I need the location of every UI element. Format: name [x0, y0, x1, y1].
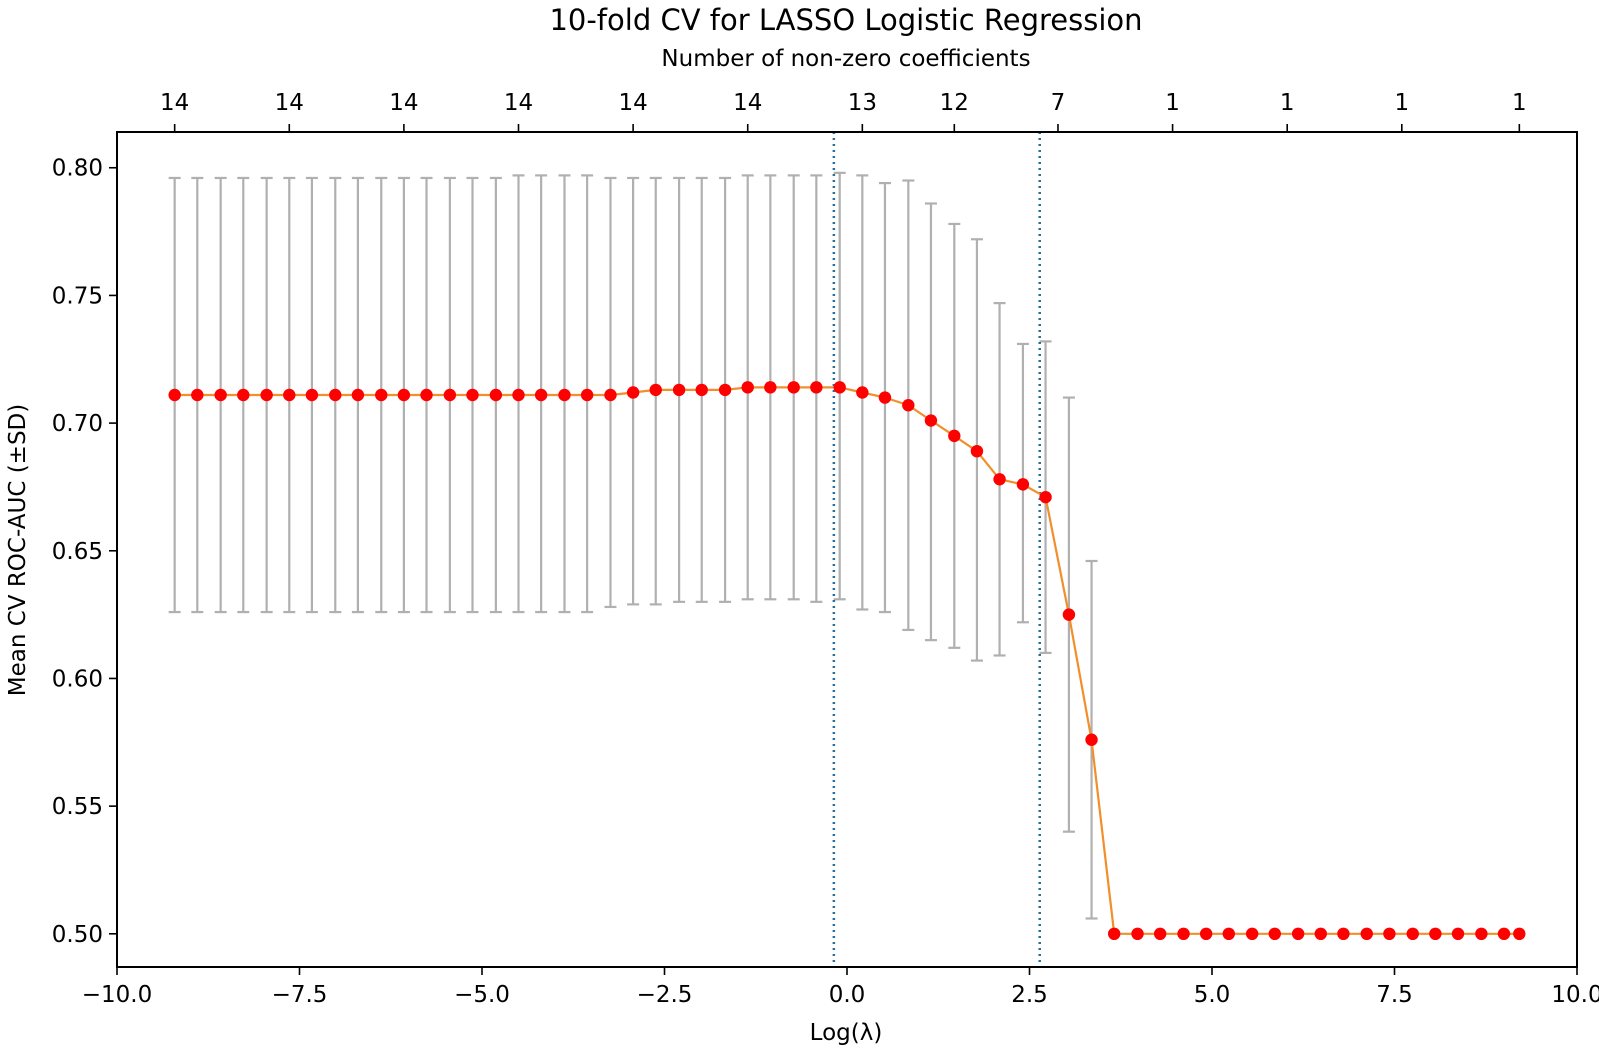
data-point: [260, 388, 273, 402]
data-point: [1016, 478, 1030, 491]
data-point: [604, 388, 617, 402]
x-tick-label: −2.5: [637, 982, 693, 1008]
data-point: [168, 388, 181, 402]
data-point: [810, 381, 823, 394]
data-point: [626, 386, 640, 399]
top-tick-label: 1: [1394, 90, 1409, 116]
data-point: [741, 381, 754, 394]
top-tick-label: 14: [504, 90, 533, 116]
data-point: [329, 388, 342, 402]
data-point: [695, 383, 708, 397]
data-point: [993, 473, 1006, 486]
y-tick-label: 0.50: [52, 922, 103, 948]
data-point: [1107, 927, 1121, 941]
data-point: [397, 388, 411, 402]
data-point: [466, 388, 479, 402]
x-tick-label: 10.0: [1551, 982, 1599, 1008]
data-point: [833, 381, 846, 394]
top-tick-label: 1: [1280, 90, 1295, 116]
data-point: [1199, 927, 1213, 941]
data-point: [489, 388, 503, 402]
data-point: [214, 388, 227, 402]
data-point: [375, 388, 388, 402]
data-point: [420, 388, 433, 402]
top-tick-label: 14: [618, 90, 647, 116]
top-tick-label: 1: [1512, 90, 1527, 116]
y-tick-label: 0.55: [52, 794, 103, 820]
y-tick-label: 0.60: [52, 666, 103, 692]
top-tick-label: 14: [733, 90, 762, 116]
y-axis-label: Mean CV ROC-AUC (±SD): [5, 404, 31, 697]
x-tick-label: 7.5: [1376, 982, 1413, 1008]
top-tick-label: 1: [1165, 90, 1180, 116]
x-tick-label: 0.0: [829, 982, 866, 1008]
data-point: [1497, 927, 1511, 941]
x-tick-label: 5.0: [1194, 982, 1231, 1008]
top-tick-label: 14: [160, 90, 189, 116]
top-tick-label: 14: [389, 90, 418, 116]
x-axis-label: Log(λ): [810, 1020, 883, 1046]
data-point: [1039, 490, 1052, 504]
data-point: [1062, 608, 1076, 621]
data-point: [237, 388, 250, 402]
data-point: [1451, 927, 1465, 941]
chart-title: 10-fold CV for LASSO Logistic Regression: [549, 3, 1142, 37]
data-point: [580, 388, 594, 402]
y-tick-label: 0.75: [52, 283, 103, 309]
data-point: [512, 388, 525, 402]
data-point: [1406, 927, 1419, 941]
data-point: [1360, 927, 1373, 941]
data-point: [443, 388, 457, 402]
data-point: [878, 391, 892, 404]
data-point: [902, 399, 915, 412]
top-tick-label: 7: [1051, 90, 1066, 116]
data-point: [1131, 927, 1144, 941]
data-point: [1291, 927, 1305, 941]
top-tick-label: 12: [940, 90, 969, 116]
data-point: [672, 383, 686, 397]
data-point: [1222, 927, 1235, 941]
x-tick-label: −5.0: [454, 982, 510, 1008]
y-tick-label: 0.70: [52, 411, 103, 437]
data-point: [1383, 927, 1396, 941]
top-tick-label: 13: [848, 90, 877, 116]
data-point: [764, 381, 777, 394]
y-tick-label: 0.65: [52, 539, 103, 565]
data-point: [1513, 927, 1526, 941]
top-axis-label: Number of non-zero coefficients: [661, 46, 1030, 72]
data-point: [283, 388, 296, 402]
x-tick-label: 2.5: [1011, 982, 1048, 1008]
data-point: [1268, 927, 1281, 941]
plot-area: −10.0 −7.5 −5.0 −2.5 0.0 2.5 5.0 7.5 10.0 0.50 0.5…: [52, 90, 1599, 1008]
data-point: [787, 381, 800, 394]
data-point: [718, 383, 732, 397]
data-point: [305, 388, 319, 402]
data-point: [558, 388, 571, 402]
data-point: [924, 414, 938, 427]
data-point: [948, 429, 961, 443]
data-point: [1153, 927, 1167, 941]
data-point: [191, 388, 204, 402]
data-point: [1337, 927, 1350, 941]
y-tick-label: 0.80: [52, 156, 103, 182]
data-point: [1429, 927, 1442, 941]
data-point: [351, 388, 365, 402]
top-tick-label: 14: [275, 90, 304, 116]
series-line: [174, 386, 1520, 935]
x-tick-label: −10.0: [82, 982, 152, 1008]
data-point: [534, 388, 548, 402]
data-point: [856, 386, 869, 399]
x-tick-label: −7.5: [272, 982, 328, 1008]
data-point: [1085, 733, 1098, 746]
data-point: [1314, 927, 1327, 941]
data-point: [1245, 927, 1259, 941]
data-point: [1177, 927, 1190, 941]
data-point: [649, 383, 662, 397]
data-point: [970, 444, 984, 458]
data-point: [1475, 927, 1488, 941]
